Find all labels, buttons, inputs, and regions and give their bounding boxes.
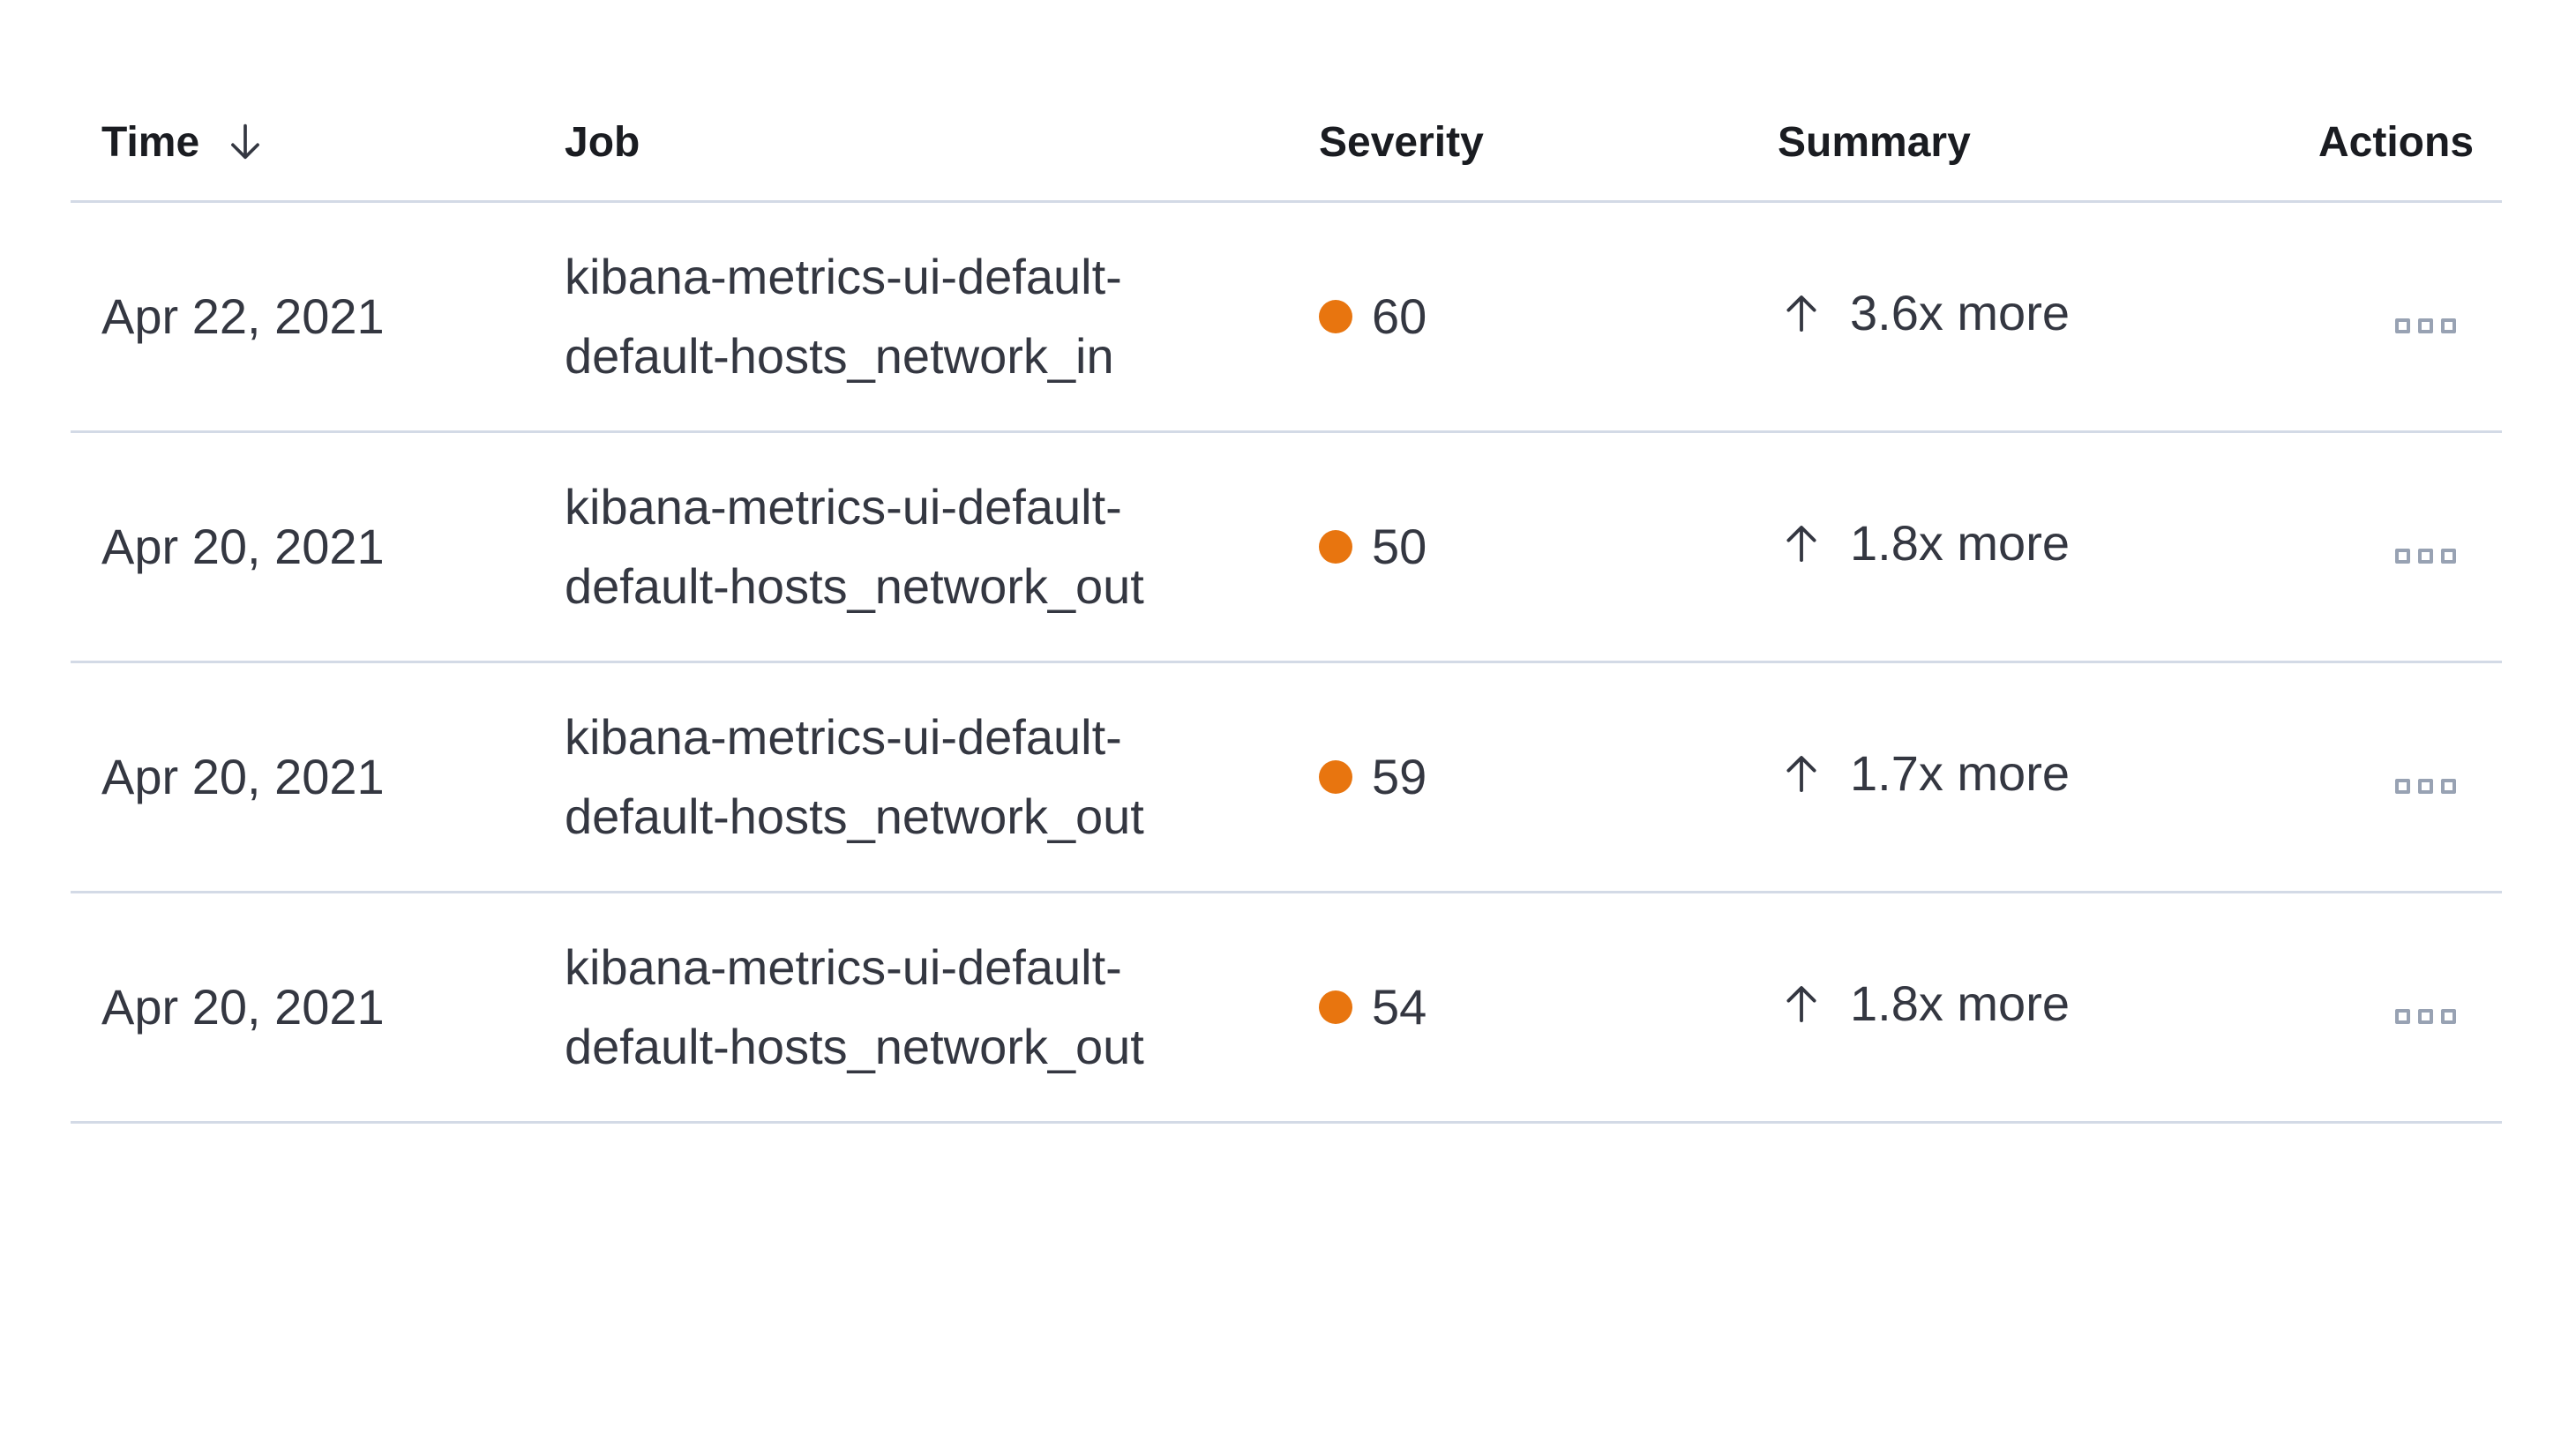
row-actions-button[interactable] bbox=[2390, 774, 2461, 799]
time-cell: Apr 20, 2021 bbox=[71, 661, 565, 893]
actions-cell bbox=[2318, 201, 2502, 433]
job-id-line2: default-hosts_network_out bbox=[565, 557, 1144, 614]
summary-text: 1.7x more bbox=[1850, 745, 2070, 802]
column-header-job: Job bbox=[565, 85, 1319, 203]
time-cell: Apr 20, 2021 bbox=[71, 892, 565, 1124]
column-header-time-label: Time bbox=[101, 118, 200, 166]
summary-text: 3.6x more bbox=[1850, 285, 2070, 341]
table-row: Apr 20, 2021 kibana-metrics-ui-default- … bbox=[71, 431, 2502, 663]
column-header-severity: Severity bbox=[1319, 85, 1778, 203]
summary-cell: 3.6x more bbox=[1778, 201, 2318, 433]
time-cell: Apr 22, 2021 bbox=[71, 201, 565, 433]
summary-text: 1.8x more bbox=[1850, 975, 2070, 1032]
boxes-horizontal-icon bbox=[2395, 549, 2456, 564]
actions-cell bbox=[2318, 431, 2502, 663]
severity-cell: 54 bbox=[1319, 892, 1778, 1124]
column-header-time[interactable]: Time bbox=[71, 85, 565, 203]
job-cell: kibana-metrics-ui-default- default-hosts… bbox=[565, 201, 1319, 433]
row-actions-button[interactable] bbox=[2390, 313, 2461, 339]
severity-score: 54 bbox=[1372, 979, 1427, 1035]
boxes-horizontal-icon bbox=[2395, 779, 2456, 794]
arrow-up-icon bbox=[1778, 750, 1825, 797]
job-cell: kibana-metrics-ui-default- default-hosts… bbox=[565, 431, 1319, 663]
actions-cell bbox=[2318, 892, 2502, 1124]
job-cell: kibana-metrics-ui-default- default-hosts… bbox=[565, 892, 1319, 1124]
anomalies-table: Time Job Severity Summary Actions Apr 22… bbox=[71, 85, 2502, 1124]
summary-cell: 1.8x more bbox=[1778, 892, 2318, 1124]
summary-cell: 1.8x more bbox=[1778, 431, 2318, 663]
arrow-up-icon bbox=[1778, 980, 1825, 1028]
severity-dot-icon bbox=[1319, 529, 1352, 564]
severity-cell: 59 bbox=[1319, 661, 1778, 893]
job-id-line2: default-hosts_network_in bbox=[565, 327, 1114, 384]
table-header-row: Time Job Severity Summary Actions bbox=[71, 85, 2502, 203]
boxes-horizontal-icon bbox=[2395, 318, 2456, 333]
arrow-up-icon bbox=[1778, 519, 1825, 567]
job-id-line1: kibana-metrics-ui-default- bbox=[565, 938, 1122, 995]
column-header-actions: Actions bbox=[2318, 85, 2502, 203]
boxes-horizontal-icon bbox=[2395, 1009, 2456, 1024]
severity-cell: 60 bbox=[1319, 201, 1778, 433]
table-row: Apr 20, 2021 kibana-metrics-ui-default- … bbox=[71, 892, 2502, 1124]
severity-score: 59 bbox=[1372, 749, 1427, 805]
severity-score: 50 bbox=[1372, 519, 1427, 575]
sort-down-icon bbox=[222, 119, 268, 165]
job-id-line1: kibana-metrics-ui-default- bbox=[565, 478, 1122, 534]
severity-dot-icon bbox=[1319, 299, 1352, 333]
job-id-line2: default-hosts_network_out bbox=[565, 788, 1144, 844]
time-cell: Apr 20, 2021 bbox=[71, 431, 565, 663]
summary-text: 1.8x more bbox=[1850, 515, 2070, 572]
job-id-line1: kibana-metrics-ui-default- bbox=[565, 248, 1122, 304]
column-header-summary: Summary bbox=[1778, 85, 2318, 203]
table-row: Apr 22, 2021 kibana-metrics-ui-default- … bbox=[71, 201, 2502, 433]
job-cell: kibana-metrics-ui-default- default-hosts… bbox=[565, 661, 1319, 893]
severity-score: 60 bbox=[1372, 288, 1427, 345]
severity-dot-icon bbox=[1319, 990, 1352, 1024]
row-actions-button[interactable] bbox=[2390, 1004, 2461, 1029]
arrow-up-icon bbox=[1778, 289, 1825, 337]
table-row: Apr 20, 2021 kibana-metrics-ui-default- … bbox=[71, 661, 2502, 893]
severity-cell: 50 bbox=[1319, 431, 1778, 663]
summary-cell: 1.7x more bbox=[1778, 661, 2318, 893]
job-id-line2: default-hosts_network_out bbox=[565, 1018, 1144, 1074]
row-actions-button[interactable] bbox=[2390, 543, 2461, 569]
actions-cell bbox=[2318, 661, 2502, 893]
severity-dot-icon bbox=[1319, 759, 1352, 794]
job-id-line1: kibana-metrics-ui-default- bbox=[565, 708, 1122, 765]
